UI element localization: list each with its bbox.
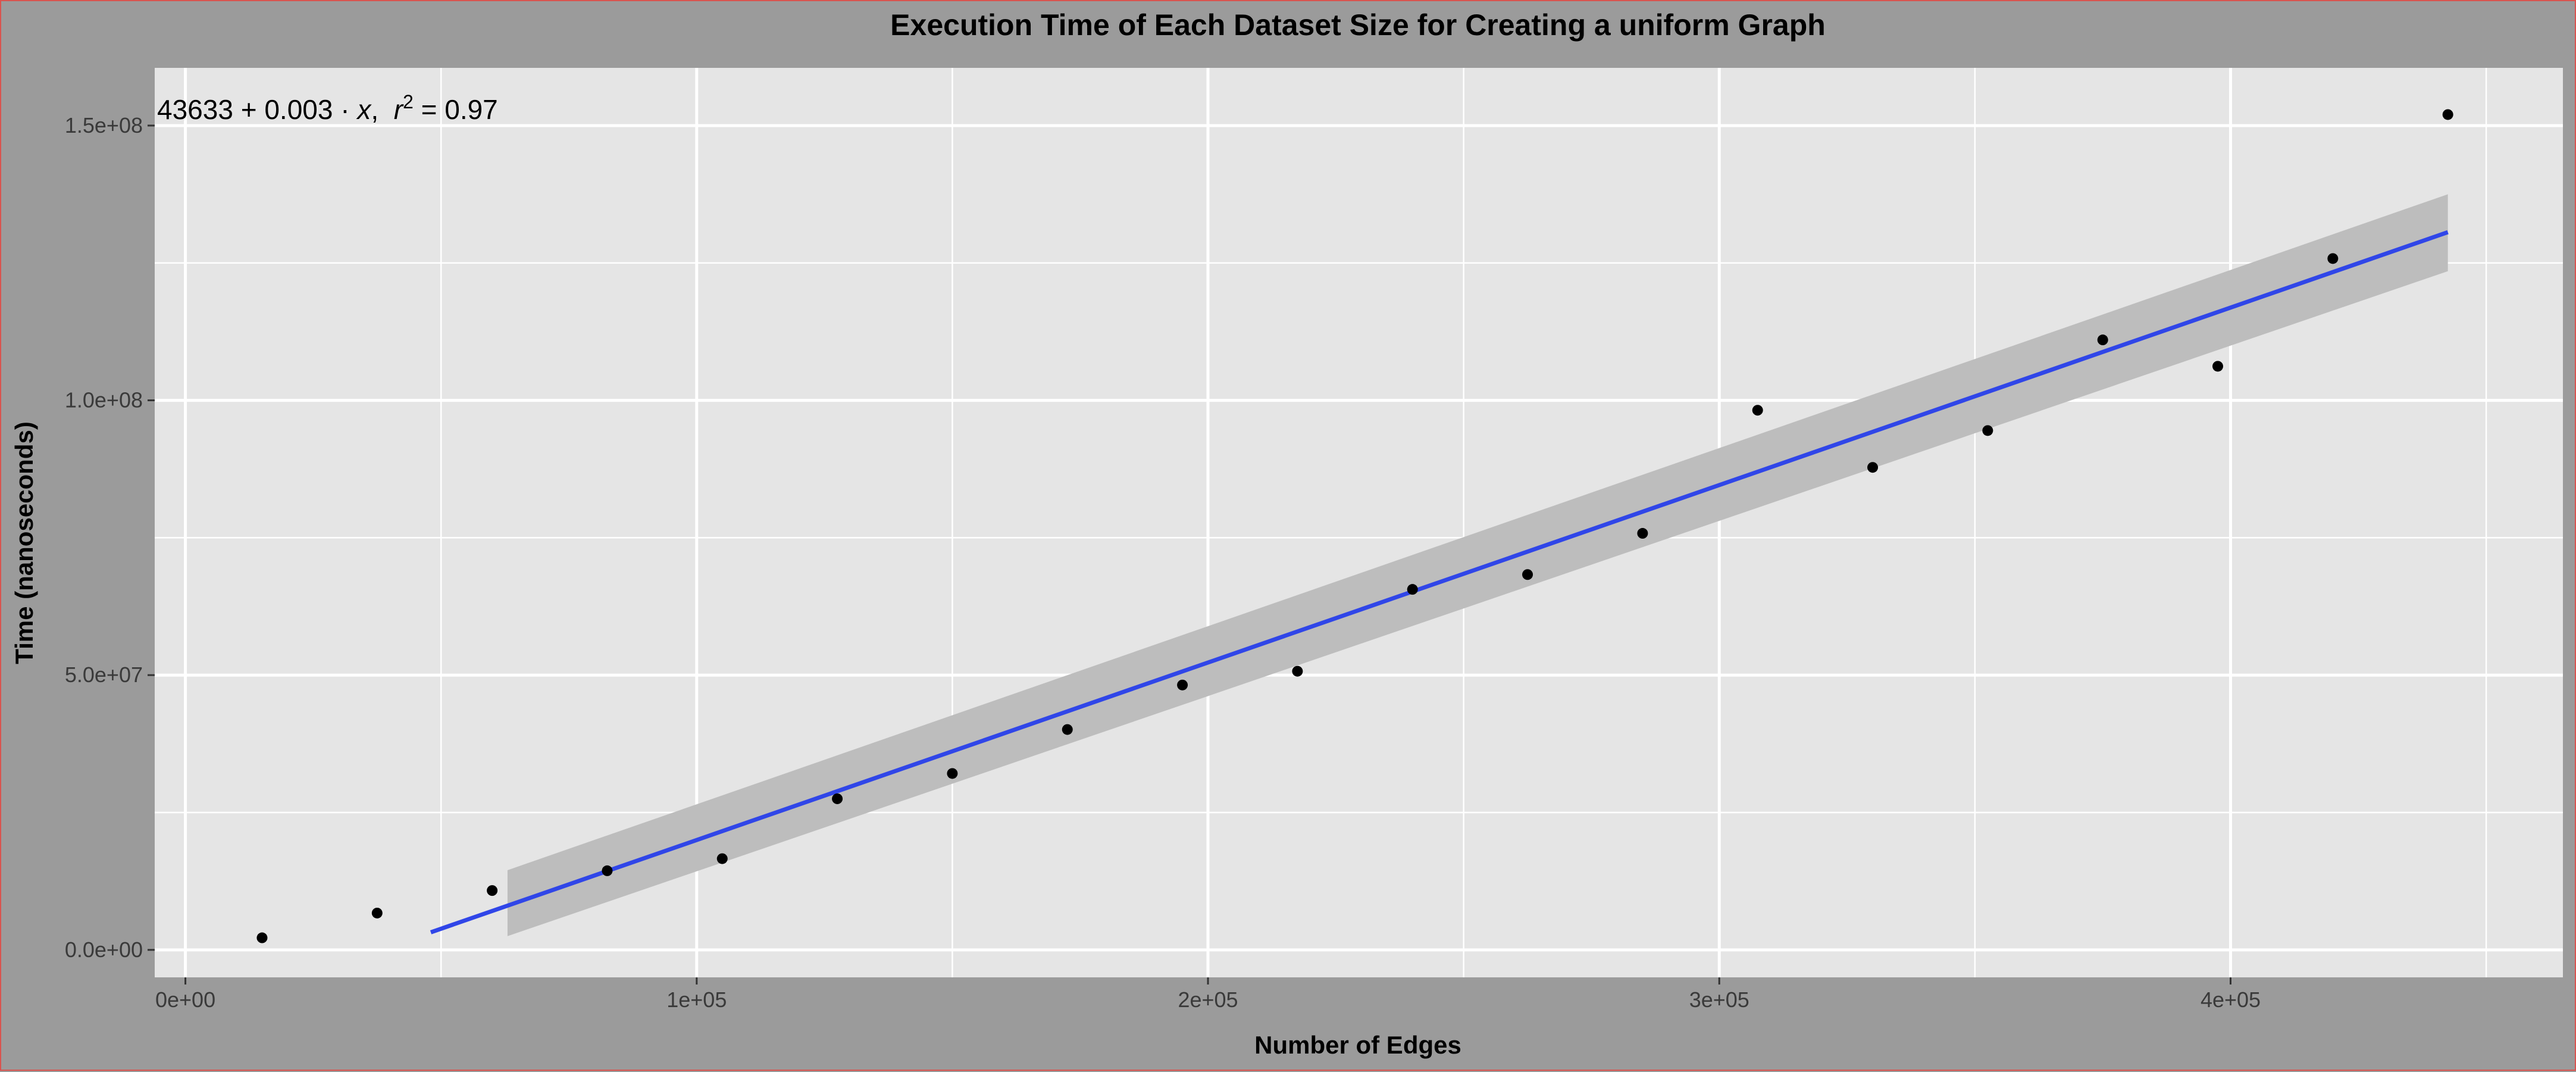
minor-gridlines (155, 68, 2563, 977)
data-point (256, 932, 268, 943)
data-point (1062, 724, 1073, 735)
r-squared-exponent: 2 (403, 91, 414, 112)
regression-line (430, 230, 2449, 935)
data-point (371, 907, 383, 918)
data-point (602, 865, 613, 876)
data-point (716, 853, 728, 864)
data-point (1982, 425, 1993, 436)
data-point (2442, 109, 2453, 120)
data-points (256, 109, 2453, 943)
data-point (2097, 335, 2108, 346)
x-tick-label: 4e+05 (2201, 987, 2261, 1012)
data-point (1292, 665, 1303, 677)
data-point (832, 793, 843, 804)
data-point (2327, 253, 2339, 264)
data-point (947, 768, 958, 779)
y-axis-title: Time (nanoseconds) (10, 421, 38, 664)
data-point (1177, 679, 1188, 690)
x-tick-label: 0e+00 (155, 987, 215, 1012)
x-tick-label: 2e+05 (1178, 987, 1238, 1012)
x-axis-ticks: 0e+00 1e+05 2e+05 3e+05 4e+05 (155, 977, 2261, 1012)
major-gridlines (155, 68, 2563, 977)
x-tick-label: 1e+05 (666, 987, 727, 1012)
y-tick-label: 1.5e+08 (65, 113, 143, 137)
data-point (1522, 569, 1533, 580)
equation-variable: x (356, 94, 372, 125)
plot-panel (155, 68, 2563, 977)
r-squared-value: = 0.97 (414, 94, 498, 125)
chart-title: Execution Time of Each Dataset Size for … (890, 8, 1826, 42)
data-point (1867, 462, 1879, 473)
r-squared-symbol: r (394, 94, 404, 125)
data-point (1752, 405, 1763, 416)
data-point (1637, 528, 1648, 539)
data-point (487, 885, 498, 896)
data-point (1407, 584, 1418, 595)
x-axis-title: Number of Edges (1254, 1031, 1461, 1059)
equation-separator: , (371, 94, 393, 125)
regression-equation: 43633 + 0.003 · x, r2 = 0.97 (157, 91, 498, 125)
x-tick-label: 3e+05 (1689, 987, 1749, 1012)
y-tick-label: 1.0e+08 (65, 388, 143, 412)
y-axis-ticks: 0.0e+00 5.0e+07 1.0e+08 1.5e+08 (65, 113, 155, 962)
y-tick-label: 0.0e+00 (65, 937, 143, 962)
data-point (2212, 361, 2224, 372)
y-tick-label: 5.0e+07 (65, 662, 143, 687)
confidence-band (507, 194, 2448, 936)
equation-prefix: 43633 + 0.003 · (157, 94, 357, 125)
